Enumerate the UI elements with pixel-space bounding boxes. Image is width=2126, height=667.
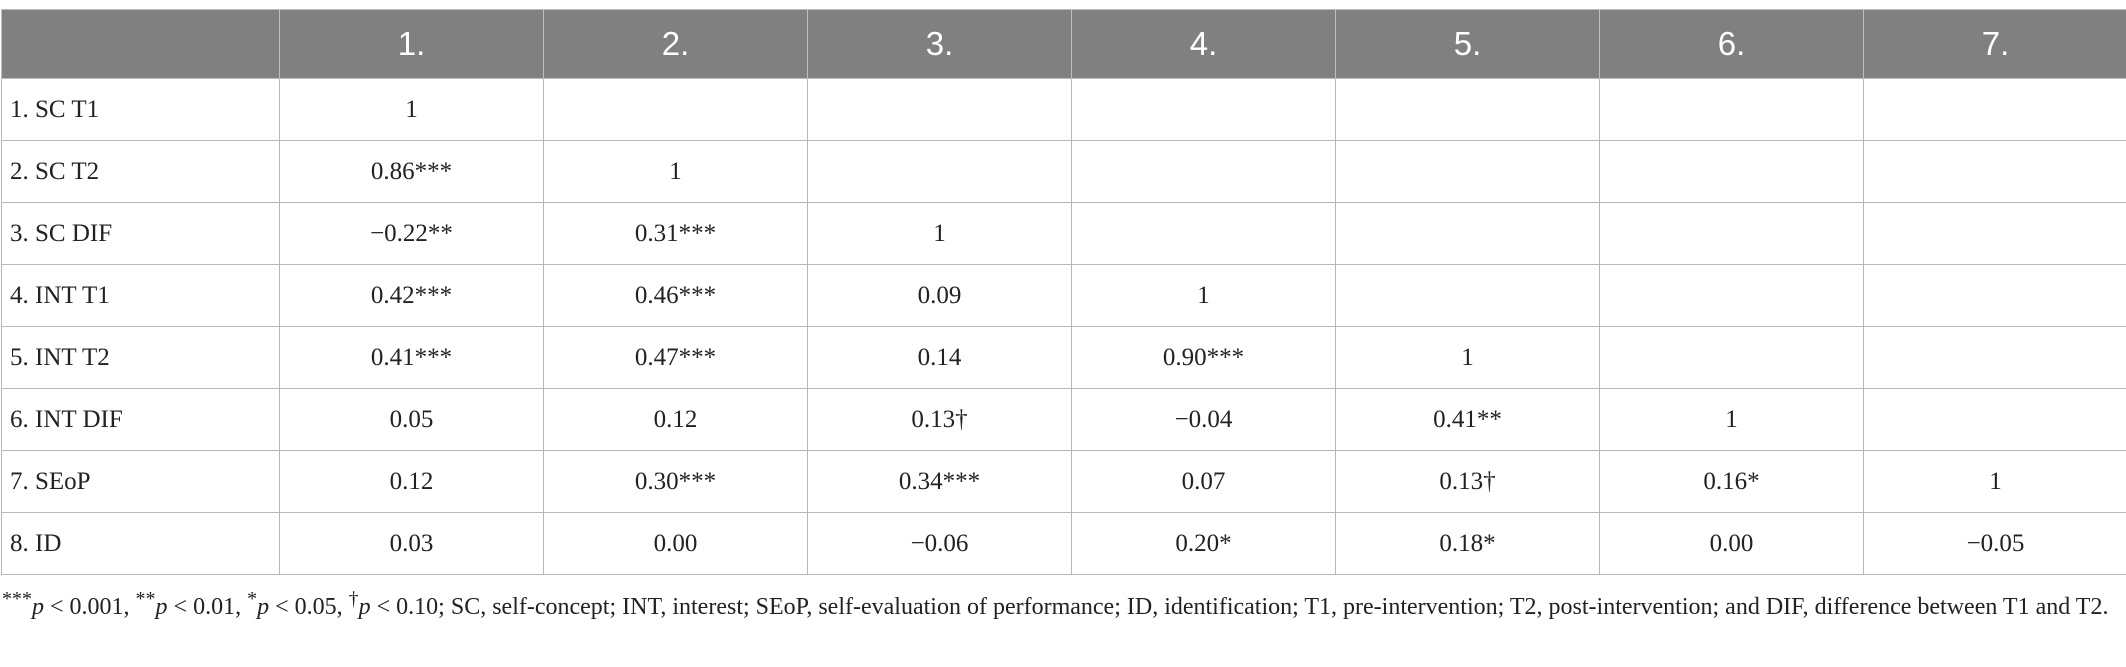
row-label: 4. INT T1	[1, 264, 280, 327]
table-cell	[1863, 202, 2126, 265]
table-cell: −0.04	[1071, 388, 1336, 451]
column-header: 7.	[1863, 9, 2126, 79]
table-cell	[1599, 78, 1864, 141]
header-corner	[1, 9, 280, 79]
table-cell: 0.41***	[279, 326, 544, 389]
table-cell	[1335, 140, 1600, 203]
table-footnote: ***p < 0.001, **p < 0.01, *p < 0.05, †p …	[2, 582, 2112, 624]
table-cell: 0.47***	[543, 326, 808, 389]
table-cell	[1863, 326, 2126, 389]
table-cell: 1	[1863, 450, 2126, 513]
correlation-table-container: 1. 2. 3. 4. 5. 6. 7. 1. SC T1 1 2. S	[0, 9, 2126, 575]
table-row: 2. SC T2 0.86*** 1	[1, 140, 2126, 203]
table-cell	[807, 78, 1072, 141]
table-cell: 0.42***	[279, 264, 544, 327]
footnote-p: p	[155, 594, 168, 620]
table-cell: 1	[1599, 388, 1864, 451]
table-cell: 0.00	[1599, 512, 1864, 575]
table-row: 1. SC T1 1	[1, 78, 2126, 141]
table-cell: 0.12	[543, 388, 808, 451]
column-header: 1.	[279, 9, 544, 79]
table-cell	[1599, 202, 1864, 265]
row-label: 5. INT T2	[1, 326, 280, 389]
table-cell: 0.09	[807, 264, 1072, 327]
column-header: 3.	[807, 9, 1072, 79]
row-label: 1. SC T1	[1, 78, 280, 141]
table-cell: 0.16*	[1599, 450, 1864, 513]
table-cell: 0.13†	[807, 388, 1072, 451]
table-cell: 0.13†	[1335, 450, 1600, 513]
table-cell: 1	[1335, 326, 1600, 389]
table-cell: 0.31***	[543, 202, 808, 265]
table-cell: −0.22**	[279, 202, 544, 265]
table-cell: 1	[279, 78, 544, 141]
table-cell: −0.05	[1863, 512, 2126, 575]
column-header: 2.	[543, 9, 808, 79]
footnote-text: < 0.01,	[167, 594, 248, 620]
footnote-symbol: *	[247, 588, 258, 610]
table-cell: 0.86***	[279, 140, 544, 203]
table-cell	[1071, 202, 1336, 265]
table-row: 8. ID 0.03 0.00 −0.06 0.20* 0.18* 0.00 −…	[1, 512, 2126, 575]
table-cell: 0.34***	[807, 450, 1072, 513]
table-cell	[1863, 388, 2126, 451]
table-cell: 0.46***	[543, 264, 808, 327]
table-cell: 1	[1071, 264, 1336, 327]
column-header: 4.	[1071, 9, 1336, 79]
table-cell: 0.20*	[1071, 512, 1336, 575]
footnote-text: < 0.05,	[269, 594, 349, 620]
row-label: 7. SEoP	[1, 450, 280, 513]
table-cell: 0.30***	[543, 450, 808, 513]
table-cell: 0.07	[1071, 450, 1336, 513]
footnote-p: p	[358, 594, 371, 620]
table-header-row: 1. 2. 3. 4. 5. 6. 7.	[1, 9, 2126, 79]
table-cell	[1863, 78, 2126, 141]
table-cell	[1335, 202, 1600, 265]
column-header: 5.	[1335, 9, 1600, 79]
table-cell	[1863, 264, 2126, 327]
footnote-text: < 0.10; SC, self-concept; INT, interest;…	[370, 594, 2109, 620]
table-cell	[1599, 264, 1864, 327]
footnote-text: < 0.001,	[44, 594, 136, 620]
footnote-symbol: †	[348, 588, 359, 610]
footnote-p: p	[32, 594, 44, 620]
table-cell	[543, 78, 808, 141]
table-cell: 0.12	[279, 450, 544, 513]
row-label: 6. INT DIF	[1, 388, 280, 451]
table-cell	[1335, 264, 1600, 327]
table-cell: 0.03	[279, 512, 544, 575]
table-cell: 1	[543, 140, 808, 203]
column-header: 6.	[1599, 9, 1864, 79]
row-label: 3. SC DIF	[1, 202, 280, 265]
correlation-table: 1. 2. 3. 4. 5. 6. 7. 1. SC T1 1 2. S	[1, 9, 2126, 575]
footnote-symbol: ***	[2, 588, 32, 610]
table-cell: 0.18*	[1335, 512, 1600, 575]
footnote-symbol: **	[135, 588, 156, 610]
table-row: 6. INT DIF 0.05 0.12 0.13† −0.04 0.41** …	[1, 388, 2126, 451]
footnote-p: p	[257, 594, 270, 620]
table-cell: 0.90***	[1071, 326, 1336, 389]
table-cell: 1	[807, 202, 1072, 265]
row-label: 2. SC T2	[1, 140, 280, 203]
table-cell: 0.05	[279, 388, 544, 451]
table-cell	[1335, 78, 1600, 141]
table-cell: −0.06	[807, 512, 1072, 575]
table-cell	[1599, 140, 1864, 203]
table-cell	[1071, 140, 1336, 203]
row-label: 8. ID	[1, 512, 280, 575]
table-row: 3. SC DIF −0.22** 0.31*** 1	[1, 202, 2126, 265]
table-row: 4. INT T1 0.42*** 0.46*** 0.09 1	[1, 264, 2126, 327]
table-cell: 0.14	[807, 326, 1072, 389]
table-cell	[1599, 326, 1864, 389]
table-cell	[1071, 78, 1336, 141]
table-cell	[1863, 140, 2126, 203]
table-cell	[807, 140, 1072, 203]
table-cell: 0.41**	[1335, 388, 1600, 451]
table-row: 5. INT T2 0.41*** 0.47*** 0.14 0.90*** 1	[1, 326, 2126, 389]
table-row: 7. SEoP 0.12 0.30*** 0.34*** 0.07 0.13† …	[1, 450, 2126, 513]
table-cell: 0.00	[543, 512, 808, 575]
